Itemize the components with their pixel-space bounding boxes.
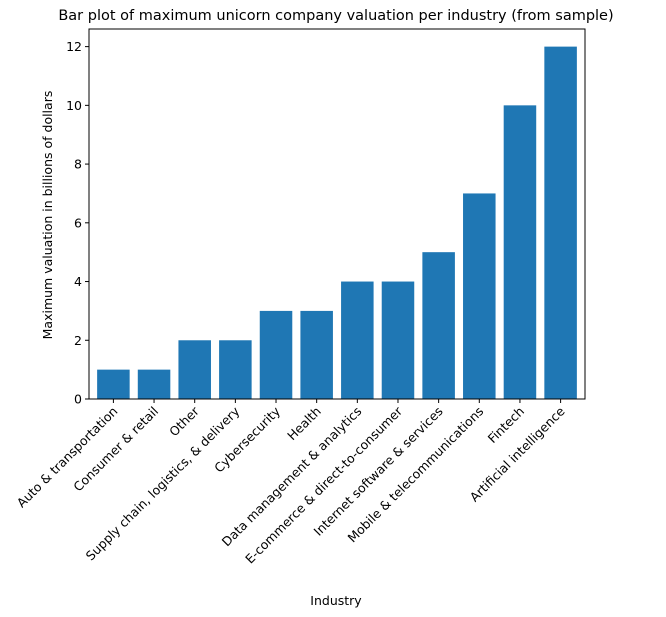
x-tick-label: Health [284,404,324,444]
x-axis-label: Industry [310,593,362,608]
bar [219,340,252,399]
x-tick-label: Other [166,403,202,439]
y-tick-label: 10 [66,98,82,113]
y-axis-ticks: 0 2 4 6 8 10 12 [66,39,89,407]
bar [259,310,293,399]
plot-frame [88,28,586,400]
bar [97,369,130,399]
bar [544,46,577,399]
bar [137,369,171,399]
y-tick-label: 12 [66,39,82,54]
bar [300,310,333,399]
y-tick-label: 4 [74,274,82,289]
bar [463,193,496,399]
bar [341,281,374,399]
bar [381,281,415,399]
y-tick-label: 2 [74,333,82,348]
bar [503,105,537,399]
y-tick-label: 6 [74,215,82,230]
bar [178,340,211,399]
chart-title: Bar plot of maximum unicorn company valu… [58,8,613,24]
y-axis-label: Maximum valuation in billions of dollars [40,91,55,340]
bars [97,46,577,399]
bar [422,252,455,399]
y-tick-label: 8 [74,157,82,172]
y-tick-label: 0 [74,392,82,407]
